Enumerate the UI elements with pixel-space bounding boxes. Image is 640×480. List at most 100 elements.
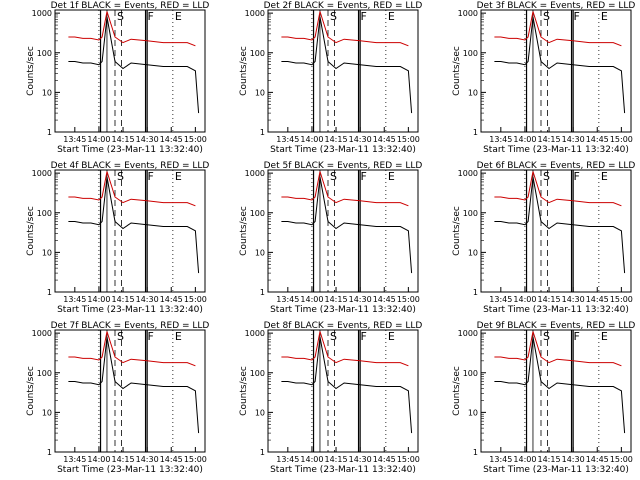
- x-tick-label: 14:00: [87, 295, 110, 304]
- marker-label-f: F: [361, 330, 367, 343]
- y-tick-label: 1: [47, 448, 52, 457]
- y-tick-label: 100: [37, 49, 52, 58]
- y-tick-label: 1: [47, 128, 52, 137]
- y-tick-label: 1: [473, 128, 478, 137]
- x-tick-label: 13:45: [489, 135, 512, 144]
- chart-title: Det 4f BLACK = Events, RED = LLD: [51, 161, 210, 171]
- x-axis-label: Start Time (23-Mar-11 13:32:40): [483, 145, 629, 155]
- x-tick-label: 14:15: [538, 135, 561, 144]
- marker-label-s: S: [543, 10, 550, 23]
- y-tick-label: 100: [37, 209, 52, 218]
- x-tick-label: 15:00: [610, 295, 633, 304]
- marker-label-e: E: [175, 170, 182, 183]
- x-tick-label: 14:00: [300, 135, 323, 144]
- x-axis-label: Start Time (23-Mar-11 13:32:40): [57, 145, 203, 155]
- series-lld-line: [494, 11, 622, 47]
- marker-label-f: F: [148, 330, 154, 343]
- marker-label-s: S: [330, 330, 337, 343]
- y-tick-label: 100: [37, 369, 52, 378]
- y-tick-label: 1: [473, 288, 478, 297]
- x-axis-label: Start Time (23-Mar-11 13:32:40): [483, 465, 629, 475]
- series-events-line: [281, 336, 413, 434]
- y-tick-label: 10: [255, 88, 265, 97]
- x-tick-label: 14:15: [325, 455, 348, 464]
- series-events-line: [281, 16, 413, 114]
- marker-label-s: S: [543, 170, 550, 183]
- x-tick-label: 14:15: [112, 135, 135, 144]
- x-tick-label: 15:00: [397, 135, 420, 144]
- y-tick-label: 1: [260, 448, 265, 457]
- chart-title: Det 3f BLACK = Events, RED = LLD: [477, 1, 636, 11]
- series-lld-line: [68, 11, 196, 47]
- series-events-line: [281, 176, 413, 274]
- y-tick-label: 1: [260, 288, 265, 297]
- y-axis-label: Counts/sec: [452, 206, 462, 256]
- y-tick-label: 1000: [245, 9, 265, 18]
- plot-frame: [54, 9, 206, 133]
- x-tick-label: 14:30: [562, 295, 585, 304]
- y-tick-label: 100: [463, 49, 478, 58]
- y-tick-label: 10: [42, 408, 52, 417]
- y-tick-label: 1000: [458, 169, 478, 178]
- series-lld-line: [494, 171, 622, 207]
- y-tick-label: 10: [468, 408, 478, 417]
- marker-label-s: S: [117, 170, 124, 183]
- x-tick-label: 14:30: [562, 455, 585, 464]
- chart-title: Det 5f BLACK = Events, RED = LLD: [264, 161, 423, 171]
- x-tick-label: 13:45: [489, 455, 512, 464]
- y-tick-label: 10: [42, 248, 52, 257]
- marker-label-s: S: [117, 10, 124, 23]
- series-events-line: [68, 16, 200, 114]
- x-tick-label: 14:00: [513, 295, 536, 304]
- series-events-line: [494, 336, 626, 434]
- marker-label-s: S: [543, 330, 550, 343]
- chart-title: Det 8f BLACK = Events, RED = LLD: [264, 321, 423, 331]
- x-tick-label: 13:45: [489, 295, 512, 304]
- chart-title: Det 9f BLACK = Events, RED = LLD: [477, 321, 636, 331]
- x-tick-label: 14:45: [586, 295, 609, 304]
- y-axis-label: Counts/sec: [239, 206, 249, 256]
- x-tick-label: 15:00: [610, 455, 633, 464]
- x-tick-label: 14:15: [325, 295, 348, 304]
- x-tick-label: 15:00: [184, 135, 207, 144]
- marker-label-f: F: [361, 170, 367, 183]
- series-lld-line: [281, 11, 409, 47]
- y-tick-label: 1000: [32, 169, 52, 178]
- chart-title: Det 1f BLACK = Events, RED = LLD: [51, 1, 210, 11]
- y-tick-label: 1: [260, 128, 265, 137]
- plot-frame: [267, 169, 419, 293]
- y-tick-label: 1000: [245, 329, 265, 338]
- series-lld-line: [281, 331, 409, 367]
- x-tick-label: 14:00: [87, 135, 110, 144]
- marker-label-e: E: [388, 330, 395, 343]
- series-events-line: [494, 176, 626, 274]
- plot-frame: [54, 169, 206, 293]
- plot-frame: [480, 329, 632, 453]
- x-tick-label: 14:45: [373, 135, 396, 144]
- marker-label-e: E: [388, 10, 395, 23]
- x-tick-label: 14:30: [136, 455, 159, 464]
- plot-frame: [480, 169, 632, 293]
- marker-label-f: F: [148, 170, 154, 183]
- x-tick-label: 13:45: [63, 135, 86, 144]
- series-lld-line: [281, 171, 409, 207]
- x-tick-label: 14:00: [87, 455, 110, 464]
- marker-label-f: F: [574, 170, 580, 183]
- x-tick-label: 13:45: [63, 295, 86, 304]
- marker-label-f: F: [574, 10, 580, 23]
- y-axis-label: Counts/sec: [452, 46, 462, 96]
- x-tick-label: 14:45: [160, 295, 183, 304]
- marker-label-e: E: [175, 10, 182, 23]
- y-tick-label: 10: [255, 408, 265, 417]
- series-lld-line: [494, 331, 622, 367]
- x-tick-label: 14:00: [513, 135, 536, 144]
- marker-label-e: E: [601, 170, 608, 183]
- x-tick-label: 13:45: [276, 295, 299, 304]
- marker-label-s: S: [330, 10, 337, 23]
